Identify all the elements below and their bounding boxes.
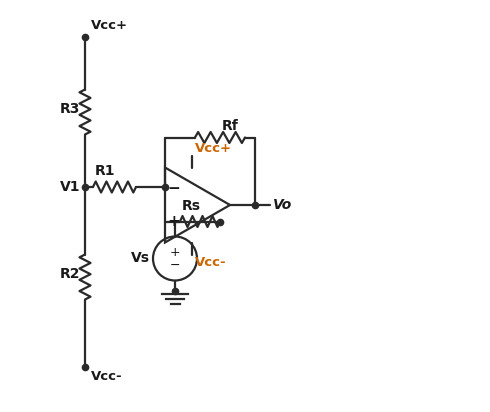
Text: Vcc+: Vcc+: [91, 19, 128, 32]
Text: R3: R3: [60, 102, 80, 116]
Text: Rf: Rf: [221, 119, 238, 133]
Text: Vo: Vo: [273, 198, 292, 212]
Text: R2: R2: [59, 267, 80, 281]
Text: Vs: Vs: [131, 251, 150, 265]
Text: −: −: [170, 259, 180, 272]
Text: +: +: [170, 246, 180, 259]
Text: Vcc-: Vcc-: [91, 370, 122, 383]
Text: R1: R1: [95, 164, 116, 178]
Text: Vcc+: Vcc+: [196, 141, 232, 154]
Text: Rs: Rs: [182, 199, 201, 213]
Text: −: −: [168, 181, 180, 196]
Text: V1: V1: [59, 180, 80, 194]
Text: Vcc-: Vcc-: [196, 257, 227, 269]
Text: +: +: [168, 214, 180, 229]
